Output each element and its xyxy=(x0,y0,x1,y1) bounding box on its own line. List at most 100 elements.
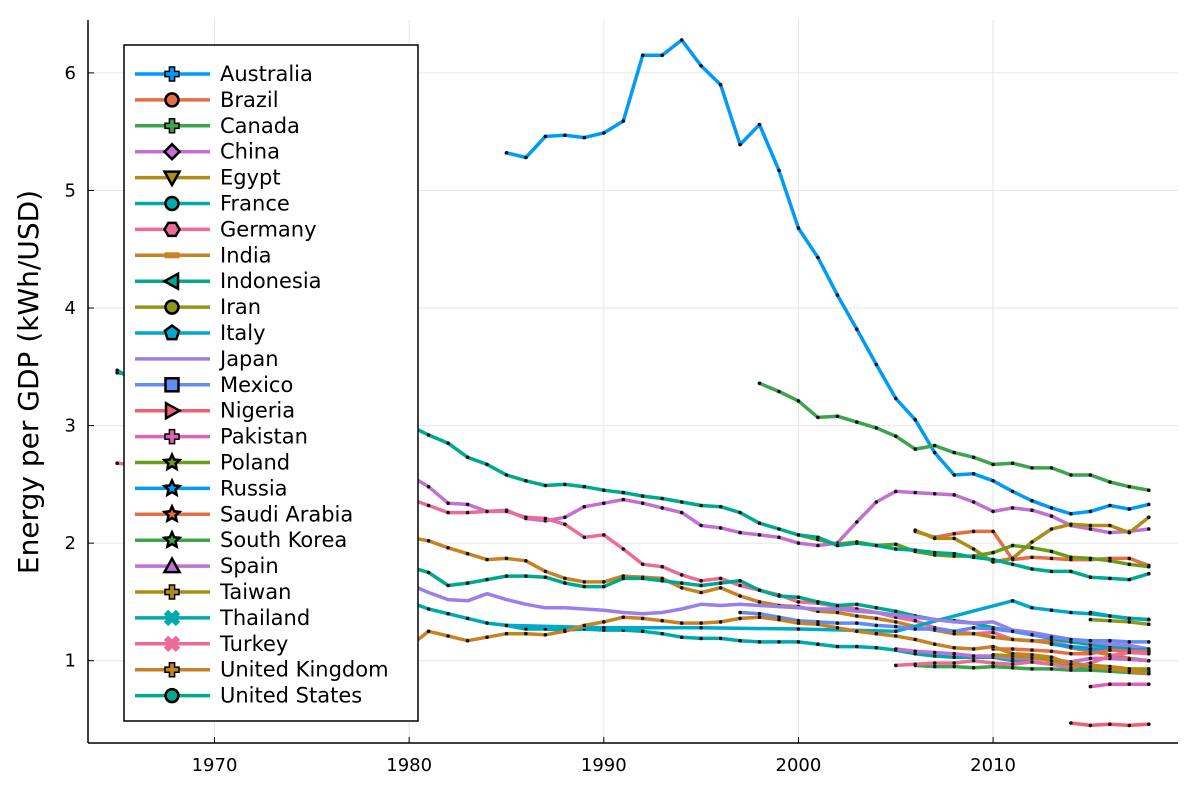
data-point xyxy=(426,629,431,634)
data-point xyxy=(1088,684,1093,689)
data-point xyxy=(504,556,509,561)
data-point xyxy=(524,631,528,636)
data-point xyxy=(563,581,567,585)
data-point xyxy=(115,461,119,466)
data-point xyxy=(1147,722,1151,726)
y-tick-label: 2 xyxy=(65,533,76,554)
data-point xyxy=(679,621,684,625)
y-tick-label: 1 xyxy=(65,651,76,672)
x-tick-label: 2010 xyxy=(970,755,1016,776)
data-point xyxy=(855,327,859,332)
legend-item-thailand: Thailand xyxy=(135,606,310,630)
data-point xyxy=(602,501,606,506)
data-point xyxy=(1010,489,1015,494)
data-point xyxy=(465,502,470,507)
data-point xyxy=(1127,723,1132,728)
x-ticks: 1970 1980 1990 2000 2010 xyxy=(192,737,1016,776)
data-point xyxy=(991,509,995,514)
data-point xyxy=(465,551,470,556)
data-point xyxy=(1108,503,1112,508)
data-point xyxy=(796,621,801,625)
data-point xyxy=(504,151,509,155)
data-point xyxy=(855,420,859,424)
data-point xyxy=(738,594,742,598)
data-point xyxy=(699,64,703,68)
data-point xyxy=(874,426,879,430)
series-line-china xyxy=(407,473,1151,548)
data-point xyxy=(1049,642,1054,646)
legend-label: Australia xyxy=(220,62,313,86)
data-point xyxy=(660,53,664,58)
data-point xyxy=(1147,622,1151,627)
data-point xyxy=(991,635,995,639)
data-point xyxy=(1010,662,1015,666)
data-point xyxy=(1108,667,1112,671)
data-point xyxy=(1088,473,1093,477)
data-point xyxy=(1010,506,1015,510)
data-point xyxy=(1049,635,1054,639)
data-point xyxy=(465,455,470,460)
legend-item-iran: Iran xyxy=(135,295,261,319)
data-point xyxy=(952,661,956,665)
data-point xyxy=(738,510,742,515)
data-point xyxy=(855,541,859,545)
data-point xyxy=(582,135,587,140)
data-point xyxy=(738,142,742,147)
data-point xyxy=(835,603,840,608)
data-point xyxy=(1049,466,1054,470)
legend-label: China xyxy=(220,140,280,164)
data-point xyxy=(777,527,781,531)
data-point xyxy=(991,462,995,467)
data-point xyxy=(1088,556,1093,561)
data-point xyxy=(952,629,956,634)
data-point xyxy=(777,535,781,540)
legend-item-canada: Canada xyxy=(135,114,300,138)
data-point xyxy=(1147,488,1151,493)
data-point xyxy=(738,616,742,621)
data-point xyxy=(1088,647,1093,651)
data-point xyxy=(816,600,820,604)
data-point xyxy=(894,647,898,651)
data-point xyxy=(971,529,976,534)
legend-item-taiwan: Taiwan xyxy=(135,580,291,604)
x-tick-label: 1990 xyxy=(581,755,627,776)
data-point xyxy=(796,533,801,537)
data-point xyxy=(1108,576,1112,581)
data-point xyxy=(1010,666,1015,670)
data-point xyxy=(504,574,509,578)
series-group xyxy=(115,38,1151,728)
data-point xyxy=(543,575,548,579)
data-point xyxy=(874,362,879,367)
data-point xyxy=(835,293,840,297)
series-japan xyxy=(407,582,1151,651)
data-point xyxy=(835,626,840,630)
legend-item-mexico: Mexico xyxy=(135,373,293,397)
data-point xyxy=(932,450,937,455)
legend-label: South Korea xyxy=(220,528,347,552)
data-point xyxy=(913,447,917,451)
x-tick-label: 2000 xyxy=(776,755,822,776)
data-point xyxy=(1049,527,1054,531)
data-point xyxy=(952,664,956,669)
data-point xyxy=(991,550,995,555)
data-point xyxy=(640,576,645,581)
data-point xyxy=(660,496,664,501)
data-point xyxy=(640,501,645,506)
data-point xyxy=(932,654,937,658)
data-point xyxy=(621,119,626,123)
data-point xyxy=(563,576,567,581)
data-point xyxy=(543,516,548,521)
legend-marker xyxy=(164,252,180,259)
data-point xyxy=(1108,523,1112,528)
data-point xyxy=(679,586,684,590)
data-point xyxy=(1030,653,1034,657)
data-point xyxy=(699,583,703,588)
data-point xyxy=(1108,682,1112,686)
data-point xyxy=(582,484,587,489)
data-point xyxy=(1069,522,1073,527)
data-point xyxy=(602,580,606,584)
data-point xyxy=(446,510,450,515)
data-point xyxy=(1088,723,1093,728)
data-point xyxy=(1108,480,1112,484)
legend-marker xyxy=(164,66,180,82)
